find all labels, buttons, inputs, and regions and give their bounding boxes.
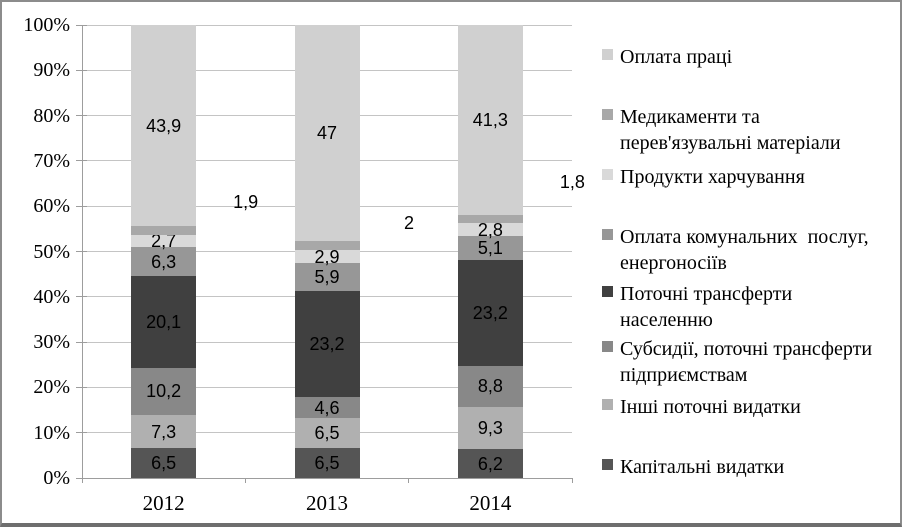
y-tick-label: 70% bbox=[33, 149, 70, 172]
data-label: 23,2 bbox=[472, 302, 508, 323]
data-label: 6,2 bbox=[477, 453, 503, 474]
bar-segment bbox=[131, 25, 197, 227]
y-axis-tick bbox=[76, 69, 87, 71]
y-tick-label: 30% bbox=[33, 331, 70, 354]
data-label: 2,9 bbox=[314, 246, 340, 267]
bar-segment bbox=[294, 448, 360, 478]
legend-swatch bbox=[602, 169, 613, 180]
category-label: 2013 bbox=[306, 491, 348, 515]
data-label: 10,2 bbox=[146, 381, 182, 402]
bar-segment bbox=[457, 406, 523, 450]
x-axis-tick bbox=[571, 478, 573, 483]
y-axis-tick bbox=[76, 251, 87, 252]
y-tick-label: 60% bbox=[33, 195, 70, 218]
legend-label: Поточні трансферти населенню bbox=[620, 283, 793, 331]
bar-segment bbox=[457, 259, 523, 367]
bar-segment bbox=[457, 223, 523, 237]
bar-segment bbox=[294, 250, 360, 264]
data-label: 43,9 bbox=[146, 115, 182, 136]
y-tick-label: 80% bbox=[33, 104, 70, 127]
legend-label: Медикаменти та перев'язувальні матеріали bbox=[620, 106, 841, 154]
legend-label: Інші поточні видатки bbox=[620, 396, 801, 418]
data-label: 23,2 bbox=[309, 333, 345, 354]
legend-label: Капітальні видатки bbox=[620, 456, 785, 478]
y-tick-label: 40% bbox=[33, 285, 70, 308]
data-label: 6,5 bbox=[314, 423, 340, 444]
x-axis-tick bbox=[244, 478, 246, 483]
y-axis-tick bbox=[76, 205, 87, 207]
bar-segment bbox=[294, 263, 360, 291]
data-label: 6,3 bbox=[151, 251, 177, 272]
bar-segment bbox=[294, 240, 360, 251]
y-axis-tick bbox=[76, 115, 87, 117]
bar-segment bbox=[294, 418, 360, 449]
outside-data-label: 2 bbox=[403, 213, 414, 233]
bar-segment bbox=[294, 397, 360, 419]
data-label: 2,7 bbox=[151, 230, 177, 251]
legend-label: Оплата праці bbox=[620, 46, 733, 68]
y-axis-tick bbox=[76, 386, 87, 388]
y-tick-label: 20% bbox=[33, 376, 70, 399]
data-label: 41,3 bbox=[472, 109, 508, 130]
legend-swatch bbox=[602, 229, 613, 240]
bar-segment bbox=[131, 414, 197, 449]
y-tick-label: 100% bbox=[23, 14, 70, 36]
bar-segment bbox=[457, 25, 523, 215]
legend-swatch bbox=[602, 286, 613, 297]
outside-data-label: 1,9 bbox=[233, 192, 259, 212]
bar-segment bbox=[131, 276, 197, 369]
x-axis-line bbox=[76, 478, 572, 479]
category-label: 2012 bbox=[142, 491, 185, 515]
bar-segment bbox=[457, 366, 523, 407]
legend-swatch bbox=[602, 399, 613, 410]
bar-segment bbox=[457, 236, 523, 260]
bar-segment bbox=[131, 247, 197, 276]
x-axis-tick bbox=[81, 478, 83, 483]
data-label: 6,5 bbox=[314, 453, 340, 474]
data-label: 5,9 bbox=[314, 266, 340, 287]
y-tick-label: 50% bbox=[33, 240, 70, 263]
bar-segment bbox=[131, 368, 197, 415]
y-tick-label: 90% bbox=[33, 59, 70, 82]
y-axis-tick bbox=[76, 341, 87, 343]
category-label: 2014 bbox=[469, 491, 512, 515]
bar-segment bbox=[457, 449, 523, 478]
legend-label: Продукти харчування bbox=[620, 166, 805, 188]
data-label: 20,1 bbox=[146, 312, 182, 333]
outside-data-label: 1,8 bbox=[559, 172, 585, 192]
legend-swatch bbox=[602, 109, 613, 120]
data-label: 7,3 bbox=[151, 421, 177, 442]
bar-segment bbox=[131, 448, 197, 478]
legend-label: Субсидії, поточні трансферти підприємств… bbox=[620, 338, 873, 386]
legend-swatch bbox=[602, 459, 613, 470]
data-label: 47 bbox=[316, 122, 338, 143]
data-label: 6,5 bbox=[151, 453, 177, 474]
bar-segment bbox=[294, 290, 360, 398]
y-tick-label: 0% bbox=[43, 467, 70, 489]
y-axis-tick bbox=[76, 432, 87, 434]
x-axis-tick bbox=[408, 478, 410, 483]
bar-segment bbox=[294, 25, 360, 241]
legend-swatch bbox=[602, 49, 613, 60]
y-axis-tick bbox=[76, 160, 87, 162]
bar-segment bbox=[131, 226, 197, 235]
data-label: 5,1 bbox=[477, 237, 503, 258]
data-label: 8,8 bbox=[477, 376, 503, 397]
bar-segment bbox=[131, 234, 197, 248]
data-label: 4,6 bbox=[314, 397, 340, 418]
y-axis-line bbox=[82, 25, 83, 483]
y-axis-tick bbox=[76, 24, 87, 26]
y-axis-tick bbox=[76, 296, 87, 298]
data-label: 2,8 bbox=[477, 219, 503, 240]
bar-segment bbox=[457, 214, 523, 224]
data-label: 9,3 bbox=[477, 418, 503, 439]
legend-swatch bbox=[602, 341, 613, 352]
legend-label: Оплата комунальних послуг, енергоносіїв bbox=[620, 226, 869, 274]
y-tick-label: 10% bbox=[33, 421, 70, 444]
